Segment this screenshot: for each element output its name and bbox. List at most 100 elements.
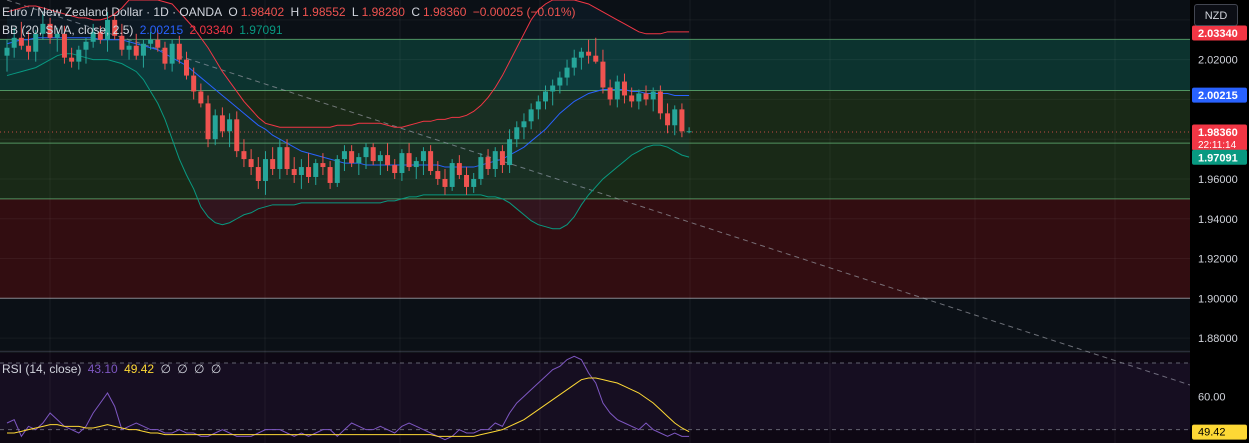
candle-body — [133, 45, 139, 56]
bb-upper-line — [6, 0, 690, 128]
candle — [564, 59, 570, 86]
candle-body — [4, 47, 10, 56]
candle — [435, 161, 441, 185]
candle — [105, 11, 111, 52]
axis-bg — [1190, 0, 1249, 443]
candle-body — [176, 43, 182, 60]
candle — [514, 121, 520, 148]
candle-body — [399, 153, 405, 174]
close-label: C — [411, 5, 420, 19]
candle — [33, 29, 39, 62]
candle — [262, 151, 268, 195]
candle — [54, 27, 60, 52]
candle-body — [650, 91, 656, 100]
rsi-ma-value: 49.42 — [124, 362, 155, 376]
candle-body — [543, 91, 548, 102]
price-axis[interactable]: 2.040002.020001.960001.940001.920001.900… — [1190, 0, 1249, 443]
candle-body — [420, 151, 426, 162]
candle — [47, 17, 53, 44]
rsi-band-fill — [0, 363, 1190, 430]
candle-body — [184, 59, 189, 76]
price-tick: 1.88000 — [1198, 333, 1238, 345]
candle-body — [284, 147, 290, 170]
candle — [521, 113, 527, 140]
candle-body — [83, 41, 89, 50]
price-label-text: 1.97091 — [1198, 152, 1238, 164]
candle-body — [672, 109, 678, 126]
candle-body — [298, 167, 304, 175]
candle-body — [327, 167, 333, 183]
candle — [198, 83, 204, 108]
rsi-legend[interactable]: RSI (14, close) 43.10 49.42 ∅ ∅ ∅ ∅ — [2, 362, 224, 376]
candle-body — [614, 81, 620, 100]
candle-body — [162, 47, 168, 64]
candle — [449, 159, 455, 191]
candle — [636, 89, 642, 110]
candle-body — [140, 43, 146, 56]
bb-legend[interactable]: BB (20, SMA, close, 2.5) 2.00215 2.03340… — [2, 23, 286, 37]
candle — [61, 25, 67, 64]
candle — [550, 79, 556, 106]
candle-body — [76, 49, 82, 62]
candle-body — [248, 159, 254, 168]
candle-body — [464, 175, 470, 187]
candle-body — [643, 93, 649, 100]
candle — [162, 41, 168, 70]
candle — [219, 107, 225, 138]
candle-body — [119, 35, 125, 50]
candle — [169, 39, 175, 72]
candle — [119, 23, 125, 56]
candle-body — [277, 147, 283, 170]
candle — [665, 103, 671, 134]
candle — [248, 149, 254, 175]
candle — [320, 153, 326, 175]
candle-body — [593, 55, 599, 62]
currency-button[interactable]: NZD — [1194, 4, 1238, 26]
candle-body — [356, 157, 362, 164]
bb-title[interactable]: BB (20, SMA, close, 2.5) — [2, 23, 134, 37]
candle-body — [291, 169, 297, 175]
candle — [442, 169, 448, 195]
candle-body — [636, 93, 642, 102]
rsi-title[interactable]: RSI (14, close) — [2, 362, 82, 376]
price-label-text: 1.98360 — [1198, 127, 1238, 139]
rsi-value: 43.10 — [87, 362, 118, 376]
candle — [600, 49, 606, 94]
candle-body — [392, 165, 398, 174]
candle — [112, 13, 118, 40]
rsi-ma-line — [7, 377, 690, 437]
candle-body — [607, 87, 613, 100]
candle-body — [485, 157, 491, 170]
high-value: 1.98552 — [302, 5, 346, 19]
price-label-box — [1192, 87, 1247, 103]
high-label: H — [290, 5, 300, 19]
candle-body — [40, 23, 46, 34]
candle — [456, 155, 462, 179]
trendline — [6, 0, 1191, 386]
candle-body — [61, 33, 67, 58]
candle — [377, 151, 383, 175]
candle-body — [105, 19, 111, 40]
price-label-box — [1192, 149, 1247, 165]
candle-body — [205, 103, 211, 140]
candle-body — [578, 51, 584, 58]
candle-body — [471, 178, 477, 187]
candle — [334, 155, 340, 187]
bb-lower-line — [6, 53, 690, 230]
candle — [341, 145, 347, 172]
candle — [492, 147, 498, 177]
candle — [650, 87, 656, 112]
candle — [629, 87, 635, 108]
candles[interactable] — [4, 11, 692, 195]
candle — [277, 139, 283, 179]
candle-body — [557, 77, 563, 86]
symbol-title[interactable]: Euro / New Zealand Dollar · 1D · OANDA — [2, 5, 223, 19]
open-label: O — [228, 5, 238, 19]
candle — [586, 39, 592, 64]
low-label: L — [351, 5, 359, 19]
candle-body — [341, 151, 347, 160]
open-value: 1.98402 — [240, 5, 285, 19]
candle-body — [54, 33, 60, 38]
symbol-legend[interactable]: Euro / New Zealand Dollar · 1D · OANDA O… — [2, 5, 578, 19]
